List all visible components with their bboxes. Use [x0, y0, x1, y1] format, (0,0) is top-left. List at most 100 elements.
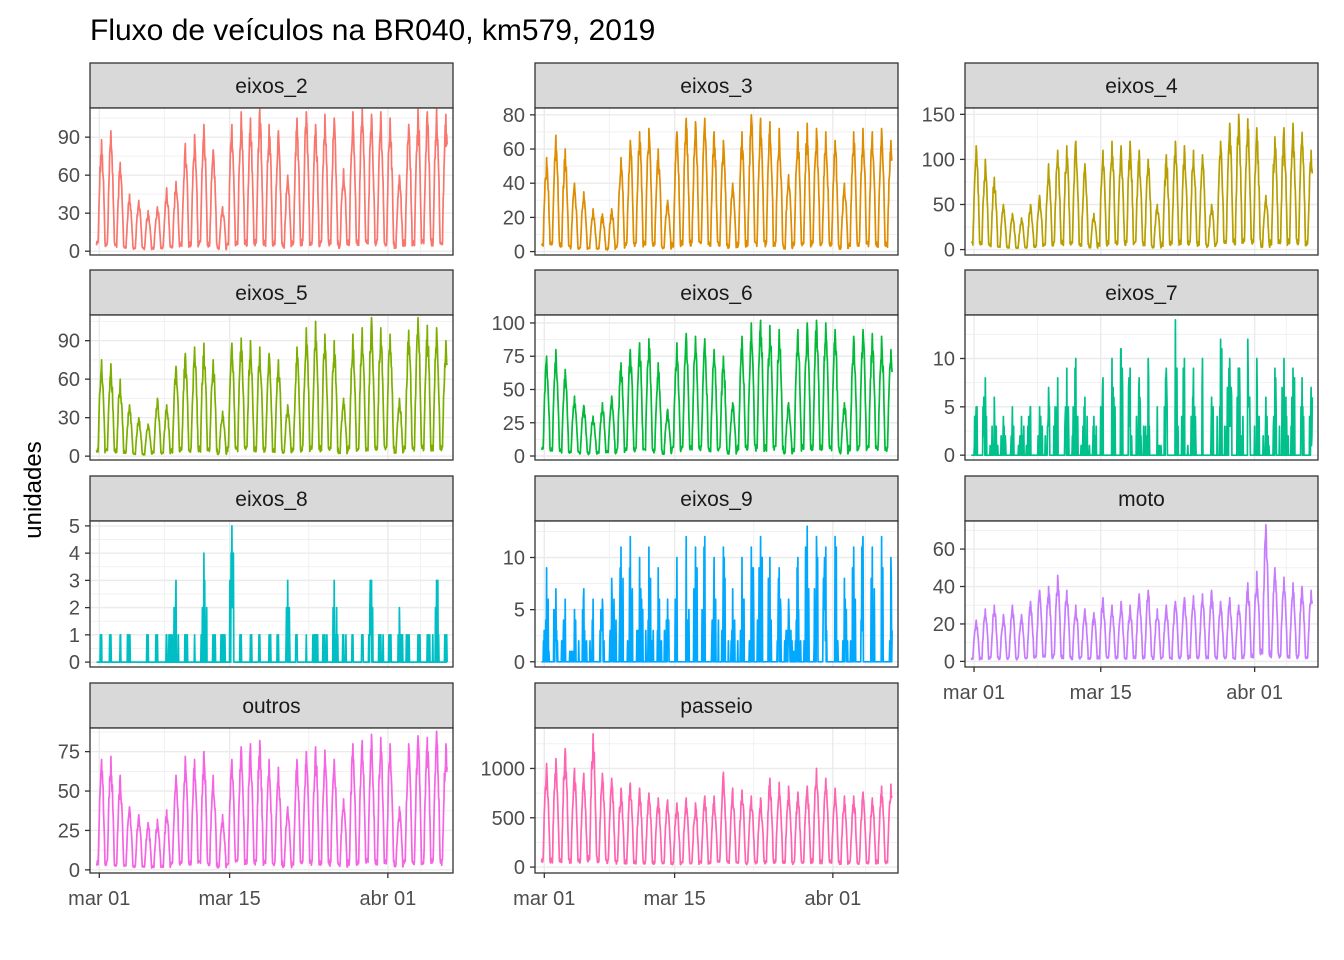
facet-moto: moto 0 20 40 60 mar 01 mar 15 abr 01	[933, 475, 1319, 704]
series-line-eixos_6	[540, 319, 893, 456]
strip-label-eixos_7: eixos_7	[1105, 282, 1177, 305]
y-tick-label: 60	[503, 139, 525, 161]
y-tick-label: 0	[69, 446, 80, 468]
series-line-eixos_8	[96, 525, 448, 663]
strip-label-eixos_6: eixos_6	[680, 282, 752, 305]
y-tick-label: 0	[944, 651, 955, 673]
y-tick-label: 500	[492, 808, 525, 830]
y-tick-label: 2	[69, 598, 80, 620]
panel-border-moto	[964, 520, 1319, 668]
facet-eixos_9: eixos_9 0 5 10	[503, 475, 899, 674]
panel-border-passeio	[534, 727, 899, 874]
y-tick-label: 0	[944, 445, 955, 467]
y-tick-label: 80	[503, 105, 525, 127]
x-tick-label: mar 01	[68, 888, 130, 910]
y-tick-label: 75	[503, 346, 525, 368]
strip-eixos_2	[89, 62, 454, 109]
y-tick-label: 25	[58, 820, 80, 842]
y-tick-label: 60	[933, 539, 955, 561]
series-line-eixos_2	[95, 108, 448, 251]
strip-label-eixos_9: eixos_9	[680, 488, 752, 511]
panel-border-outros	[89, 727, 454, 874]
y-tick-label: 40	[503, 173, 525, 195]
series-line-eixos_9	[541, 525, 893, 663]
strip-label-eixos_5: eixos_5	[235, 282, 307, 305]
y-tick-label: 0	[944, 240, 955, 262]
y-tick-label: 60	[58, 165, 80, 187]
facet-eixos_7: eixos_7 0 5 10	[933, 269, 1319, 467]
x-tick-label: mar 15	[643, 888, 705, 910]
series-line-moto	[970, 523, 1314, 661]
strip-eixos_5	[89, 269, 454, 316]
y-tick-label: 0	[514, 242, 525, 264]
strip-moto	[964, 475, 1319, 522]
y-tick-label: 5	[69, 516, 80, 538]
panel-border-eixos_5	[89, 314, 454, 461]
strip-eixos_4	[964, 62, 1319, 109]
y-tick-label: 50	[933, 194, 955, 216]
facet-eixos_4: eixos_4 0 50 100 150	[922, 62, 1319, 262]
strip-label-eixos_3: eixos_3	[680, 75, 752, 98]
y-tick-label: 0	[514, 446, 525, 468]
panel-border-eixos_7	[964, 314, 1319, 461]
x-tick-label: mar 01	[513, 888, 575, 910]
y-tick-label: 1	[69, 625, 80, 647]
facet-eixos_8: eixos_8 0 1 2 3 4 5	[69, 475, 454, 674]
strip-outros	[89, 682, 454, 729]
series-line-eixos_4	[970, 113, 1314, 250]
panel-border-eixos_4	[964, 107, 1319, 256]
facet-eixos_6: eixos_6 0 25 50 75 100	[492, 269, 899, 468]
facet-eixos_5: eixos_5 0 30 60 90	[58, 269, 454, 468]
strip-label-eixos_2: eixos_2	[235, 75, 307, 98]
strip-eixos_9	[534, 475, 899, 522]
chart-title: Fluxo de veículos na BR040, km579, 2019	[90, 14, 655, 47]
x-tick-label: mar 01	[943, 682, 1005, 704]
series-line-outros	[95, 730, 448, 869]
strip-label-eixos_4: eixos_4	[1105, 75, 1178, 98]
facet-passeio: passeio 0 500 1000 mar 01 mar 15 abr 01	[481, 682, 899, 910]
y-tick-label: 0	[514, 857, 525, 879]
series-line-eixos_7	[970, 318, 1314, 457]
strip-eixos_8	[89, 475, 454, 522]
y-tick-label: 10	[933, 349, 955, 371]
strip-label-outros: outros	[242, 695, 300, 718]
y-tick-label: 30	[58, 203, 80, 225]
y-tick-label: 75	[58, 742, 80, 764]
panel-border-eixos_9	[534, 520, 899, 668]
panel-border-eixos_3	[534, 107, 899, 256]
y-tick-label: 3	[69, 570, 80, 592]
y-tick-label: 10	[503, 548, 525, 570]
y-tick-label: 20	[503, 207, 525, 229]
x-tick-label: abr 01	[1226, 682, 1283, 704]
strip-eixos_3	[534, 62, 899, 109]
panel-border-eixos_8	[89, 520, 454, 668]
y-tick-label: 90	[58, 331, 80, 353]
facet-eixos_3: eixos_3 0 20 40 60 80	[503, 62, 899, 264]
y-tick-label: 50	[503, 379, 525, 401]
y-tick-label: 5	[944, 397, 955, 419]
x-tick-label: mar 15	[198, 888, 260, 910]
y-tick-label: 100	[492, 313, 525, 335]
y-tick-label: 60	[58, 369, 80, 391]
y-tick-label: 25	[503, 413, 525, 435]
strip-eixos_7	[964, 269, 1319, 316]
y-tick-label: 100	[922, 149, 955, 171]
y-tick-label: 150	[922, 104, 955, 126]
strip-label-moto: moto	[1118, 488, 1165, 511]
y-tick-label: 5	[514, 600, 525, 622]
strip-eixos_6	[534, 269, 899, 316]
x-tick-label: abr 01	[359, 888, 416, 910]
y-tick-label: 40	[933, 577, 955, 599]
y-axis-label: unidades	[20, 441, 47, 538]
strip-label-eixos_8: eixos_8	[235, 488, 307, 511]
series-line-passeio	[540, 733, 893, 866]
y-tick-label: 30	[58, 408, 80, 430]
y-tick-label: 0	[514, 652, 525, 674]
y-tick-label: 0	[69, 241, 80, 263]
y-tick-label: 90	[58, 127, 80, 149]
x-tick-label: abr 01	[804, 888, 861, 910]
series-line-eixos_3	[540, 113, 893, 251]
y-tick-label: 4	[69, 543, 80, 565]
x-tick-label: mar 15	[1070, 682, 1132, 704]
